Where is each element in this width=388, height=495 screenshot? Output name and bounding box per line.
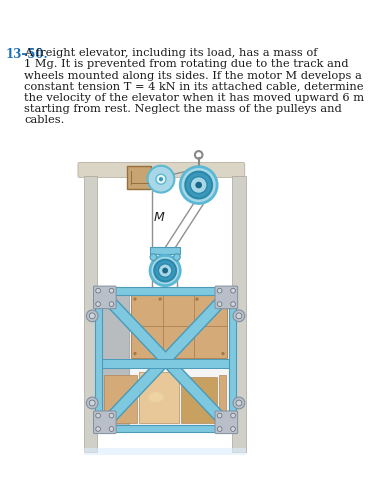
Circle shape [221,352,225,355]
Circle shape [96,302,100,306]
Circle shape [236,313,242,319]
Circle shape [156,174,166,184]
Circle shape [159,177,163,181]
Text: wheels mounted along its sides. If the motor M develops a: wheels mounted along its sides. If the m… [24,70,362,81]
Circle shape [233,397,245,409]
FancyBboxPatch shape [215,411,238,434]
Text: the velocity of the elevator when it has moved upward 6 m: the velocity of the elevator when it has… [24,93,364,102]
Circle shape [89,313,95,319]
Text: starting from rest. Neglect the mass of the pulleys and: starting from rest. Neglect the mass of … [24,104,342,114]
Bar [104,375,137,423]
FancyBboxPatch shape [215,286,238,309]
Text: $M$: $M$ [152,211,165,224]
Circle shape [231,288,236,293]
Text: 13–50.: 13–50. [6,49,48,61]
FancyBboxPatch shape [94,286,116,309]
Circle shape [185,172,212,198]
Circle shape [221,297,225,301]
Circle shape [150,254,157,260]
Bar [102,359,229,368]
Bar [229,287,236,432]
Circle shape [173,254,180,260]
Circle shape [217,427,222,431]
Bar [219,375,226,423]
Circle shape [96,288,100,293]
Bar [181,377,217,423]
Bar [102,295,129,425]
Bar [95,287,236,295]
Circle shape [231,427,236,431]
Bar [150,247,180,254]
Bar [84,448,246,455]
Circle shape [217,413,222,418]
Circle shape [195,182,202,189]
Circle shape [109,302,114,306]
FancyBboxPatch shape [78,162,245,178]
Circle shape [233,310,245,322]
FancyBboxPatch shape [94,411,116,434]
Circle shape [109,288,114,293]
Circle shape [109,413,114,418]
Circle shape [96,427,100,431]
Circle shape [190,177,207,194]
Circle shape [109,427,114,431]
Circle shape [89,400,95,406]
Circle shape [147,166,174,193]
Text: constant tension T = 4 kN in its attached cable, determine: constant tension T = 4 kN in its attache… [24,82,364,92]
Circle shape [158,297,162,301]
Circle shape [231,413,236,418]
Circle shape [195,297,199,301]
Circle shape [217,288,222,293]
Circle shape [158,264,172,277]
Circle shape [150,255,180,286]
Circle shape [162,268,168,274]
Circle shape [87,310,98,322]
Circle shape [133,297,137,301]
Circle shape [231,302,236,306]
Bar [95,287,102,432]
Bar [232,176,246,452]
Text: A freight elevator, including its load, has a mass of: A freight elevator, including its load, … [24,49,318,58]
Circle shape [154,260,176,282]
Ellipse shape [148,392,163,402]
Bar [84,176,97,452]
Circle shape [236,400,242,406]
Circle shape [96,413,100,418]
Text: cables.: cables. [24,115,65,125]
Bar [102,295,229,425]
Text: 1 Mg. It is prevented from rotating due to the track and: 1 Mg. It is prevented from rotating due … [24,59,349,69]
Bar [95,425,236,432]
Bar [139,372,179,423]
Circle shape [133,352,137,355]
Circle shape [180,167,217,203]
Bar [127,166,151,189]
Bar [131,295,227,358]
Circle shape [217,302,222,306]
Circle shape [87,397,98,409]
